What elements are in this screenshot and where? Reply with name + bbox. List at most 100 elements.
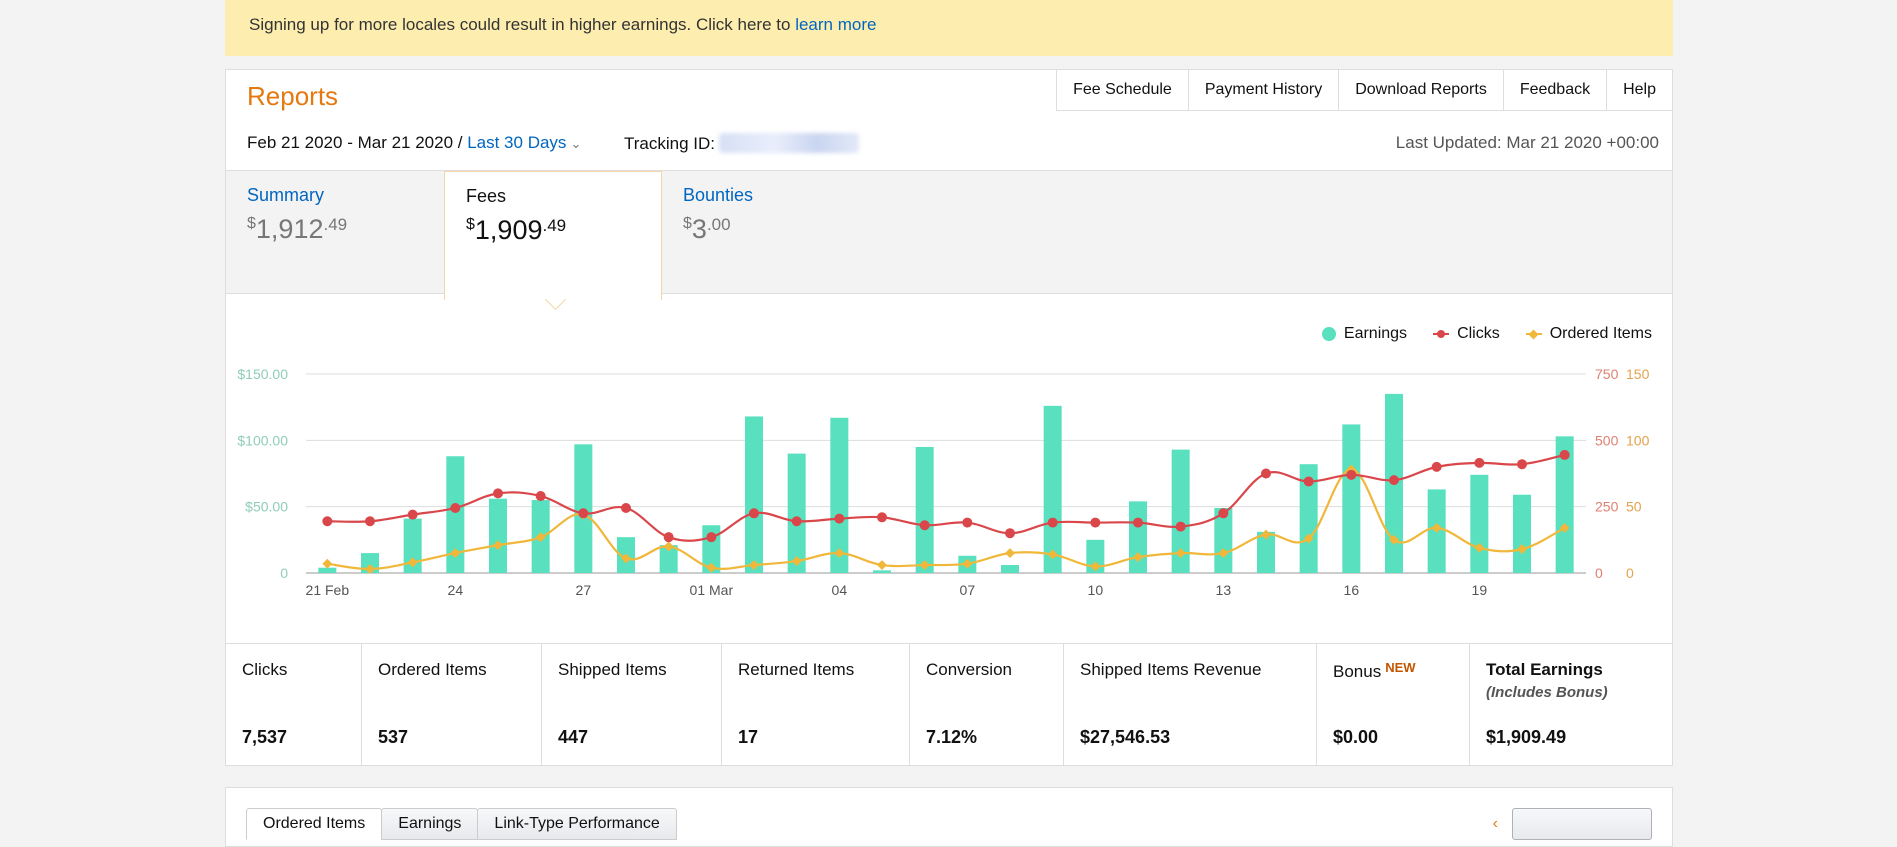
locale-banner: Signing up for more locales could result…: [225, 0, 1673, 56]
clicks-point: [1303, 476, 1314, 487]
clicks-point: [791, 516, 802, 527]
y-tick-label: $100.00: [237, 432, 288, 448]
earnings-bar: [1257, 531, 1275, 573]
x-tick-label: 04: [832, 582, 848, 598]
clicks-tick-label: 250: [1595, 499, 1619, 515]
earnings-bar: [403, 518, 422, 573]
download-reports-button[interactable]: Download Reports: [1339, 69, 1504, 110]
tracking-id-dropdown[interactable]: [1512, 808, 1652, 840]
ordered-items-point: [1389, 534, 1399, 545]
ordered-items-point: [1474, 542, 1485, 553]
earnings-bar: [1214, 507, 1233, 573]
detail-tabs: Ordered Items Earnings Link-Type Perform…: [246, 808, 677, 840]
earnings-dot-icon: [1321, 327, 1336, 341]
fee-schedule-button[interactable]: Fee Schedule: [1057, 69, 1189, 110]
earnings-bar: [659, 545, 678, 573]
clicks-point: [919, 520, 930, 531]
ordered-items-point: [1559, 522, 1570, 533]
tab-amount: $1,912.49: [247, 214, 348, 244]
chart-legend: Earnings Clicks Ordered Items: [1321, 325, 1652, 343]
tab-bounties[interactable]: Bounties $3.00: [662, 171, 880, 293]
tracking-id-selector[interactable]: [719, 133, 860, 153]
ordered-items-point: [535, 532, 546, 543]
stat-bonus: Bonus NEW $0.00: [1317, 644, 1470, 766]
clicks-point: [1559, 449, 1570, 460]
ordered-items-point: [1303, 533, 1314, 544]
tab-amount: $1,909.49: [466, 215, 567, 245]
payment-history-button[interactable]: Payment History: [1188, 69, 1340, 110]
ordered-items-point: [1005, 548, 1015, 559]
clicks-point: [1389, 475, 1399, 486]
y-tick-label: $150.00: [237, 366, 288, 382]
ordered-tick-label: 100: [1626, 432, 1650, 448]
legend-ordered-items[interactable]: Ordered Items: [1525, 325, 1652, 343]
x-tick-label: 10: [1088, 582, 1104, 598]
clicks-point: [535, 491, 546, 502]
tab-earnings[interactable]: Earnings: [381, 808, 479, 840]
help-button[interactable]: Help: [1607, 69, 1673, 110]
earnings-bar: [830, 417, 849, 573]
tracking-id: Tracking ID:: [624, 133, 860, 154]
tab-ordered-items[interactable]: Ordered Items: [246, 808, 383, 840]
x-tick-label: 01 Mar: [690, 582, 734, 598]
stat-returned-items: Returned Items 17: [722, 644, 910, 766]
clicks-point: [834, 513, 845, 524]
tab-label: Summary: [247, 185, 325, 205]
ordered-items-point: [1261, 529, 1271, 540]
tab-label: Bounties: [683, 185, 754, 205]
ordered-tick-label: 50: [1626, 499, 1642, 515]
earnings-bar: [1513, 494, 1531, 573]
page-title: Reports: [247, 81, 339, 111]
earnings-bar: [1171, 449, 1190, 573]
clicks-point: [706, 532, 717, 543]
tab-fees[interactable]: Fees $1,909.49: [444, 171, 662, 300]
y-tick-label: 0: [280, 565, 288, 581]
clicks-point: [962, 517, 973, 528]
clicks-point: [1090, 517, 1101, 528]
x-tick-label: 19: [1472, 582, 1488, 598]
ordered-items-point: [834, 548, 845, 559]
x-tick-label: 24: [448, 582, 464, 598]
range-selector[interactable]: Last 30 Days: [467, 133, 567, 152]
ordered-tick-label: 150: [1626, 366, 1650, 382]
stat-shipped-items: Shipped Items 447: [542, 644, 722, 766]
stat-clicks: Clicks 7,537: [226, 644, 362, 766]
clicks-point: [450, 502, 461, 513]
clicks-point: [1005, 528, 1015, 539]
clicks-tick-label: 500: [1595, 432, 1619, 448]
tab-summary[interactable]: Summary $1,912.49: [226, 171, 444, 293]
clicks-point: [749, 508, 759, 519]
legend-clicks[interactable]: Clicks: [1433, 325, 1500, 343]
clicks-point: [407, 509, 418, 520]
tab-amount: $3.00: [683, 214, 731, 244]
clicks-point: [663, 532, 674, 543]
clicks-point: [1474, 457, 1485, 468]
clicks-point: [1261, 468, 1271, 479]
earnings-bar: [1043, 405, 1062, 573]
report-tabs: Summary $1,912.49 Fees $1,909.49 Bountie…: [226, 170, 1672, 300]
clicks-point: [1218, 508, 1229, 519]
reports-panel: Reports Fee Schedule Payment History Dow…: [225, 69, 1673, 766]
earnings-bar: [1086, 539, 1105, 573]
chevron-icon[interactable]: ‹: [1492, 815, 1498, 832]
legend-earnings[interactable]: Earnings: [1321, 325, 1407, 343]
ordered-items-point: [1133, 552, 1143, 563]
ordered-items-point: [407, 557, 418, 568]
earnings-bar: [1129, 501, 1147, 573]
clicks-point: [877, 512, 887, 523]
clicks-line: [327, 453, 1565, 542]
date-range-text: Feb 21 2020 - Mar 21 2020 /: [247, 133, 468, 152]
ordered-items-point: [791, 556, 802, 567]
stat-conversion: Conversion 7.12%: [910, 644, 1064, 766]
ordered-items-point: [962, 558, 973, 569]
learn-more-link[interactable]: learn more: [795, 15, 877, 34]
clicks-point: [1346, 469, 1357, 480]
tab-link-type-performance[interactable]: Link-Type Performance: [477, 808, 677, 840]
ordered-items-point: [621, 553, 631, 564]
clicks-line-icon: [1433, 327, 1450, 341]
chevron-down-icon[interactable]: ⌄: [570, 136, 582, 151]
feedback-button[interactable]: Feedback: [1503, 69, 1608, 110]
clicks-point: [1047, 517, 1058, 528]
earnings-bar: [745, 416, 763, 573]
earnings-bar: [1470, 474, 1489, 573]
